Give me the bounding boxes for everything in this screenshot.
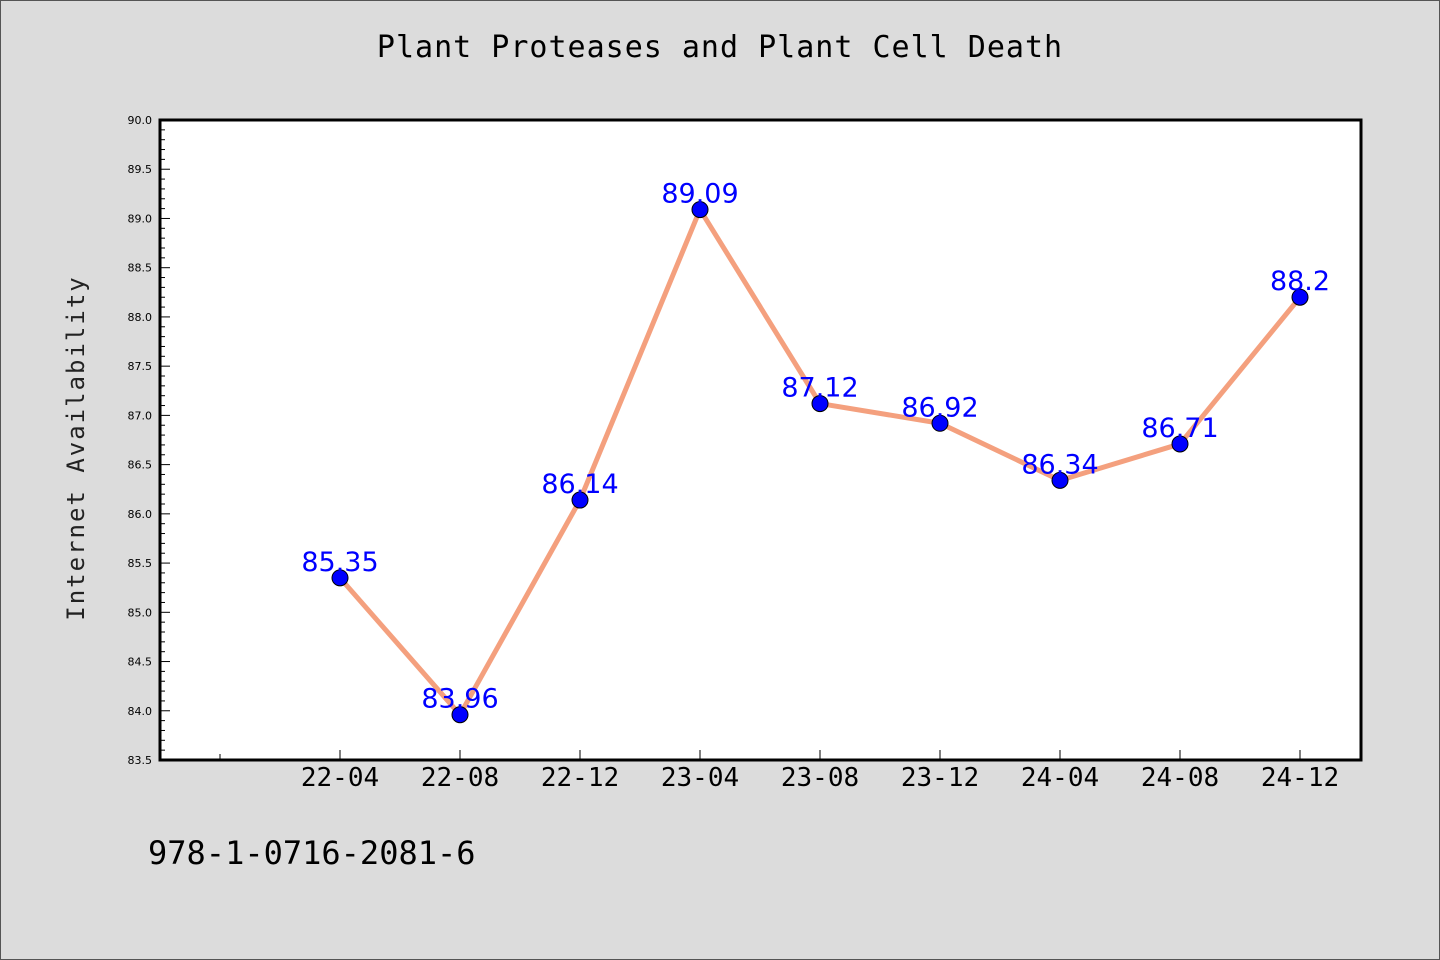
x-tick-label: 23-08 [781, 763, 859, 793]
data-point [1291, 288, 1309, 306]
chart-title: Plant Proteases and Plant Cell Death [376, 30, 1064, 65]
y-tick-label: 83.5 [128, 754, 153, 767]
x-tick-label: 22-12 [541, 763, 619, 793]
y-axis: 83.5 84.0 84.5 85.0 85.5 86.0 86.5 87.0 87.5 88.0… [128, 114, 170, 767]
y-tick-label: 86.5 [128, 459, 153, 472]
x-tick-label: 22-08 [421, 763, 499, 793]
y-tick-label: 85.5 [128, 557, 153, 570]
y-tick-label: 86.0 [128, 508, 153, 521]
data-label: 86.34 [1021, 449, 1098, 480]
data-labels: 85.35 83.96 86.14 89.09 87.12 86.92 86.34 86.71… [301, 179, 1330, 715]
data-point [571, 491, 589, 509]
x-tick-label: 23-12 [901, 763, 979, 793]
data-label: 86.92 [901, 392, 978, 423]
y-tick-label: 88.0 [128, 311, 153, 324]
y-tick-label: 84.0 [128, 705, 153, 718]
data-label: 88.2 [1270, 266, 1330, 297]
y-tick-label: 87.0 [128, 409, 153, 422]
y-tick-label: 87.5 [128, 360, 153, 373]
y-tick-label: 89.5 [128, 163, 153, 176]
data-point [451, 706, 469, 724]
x-tick-label: 24-04 [1021, 763, 1099, 793]
data-point [691, 201, 709, 219]
x-tick-label: 24-12 [1261, 763, 1339, 793]
data-point [1171, 435, 1189, 453]
isbn-text: 978-1-0716-2081-6 [148, 834, 476, 872]
data-label: 89.09 [661, 179, 738, 210]
y-tick-label: 85.0 [128, 606, 153, 619]
data-label: 83.96 [421, 684, 498, 715]
plot-border [158, 118, 1363, 762]
x-tick-label: 24-08 [1141, 763, 1219, 793]
data-points [331, 201, 1309, 724]
data-point [931, 414, 949, 432]
x-tick-label: 22-04 [301, 763, 379, 793]
y-tick-label: 84.5 [128, 656, 153, 669]
data-label: 86.71 [1141, 413, 1218, 444]
x-tick-label: 23-04 [661, 763, 739, 793]
data-point [331, 569, 349, 587]
data-label: 87.12 [781, 373, 858, 404]
data-label: 86.14 [541, 469, 618, 500]
plot-area [160, 120, 1361, 760]
data-point [1051, 471, 1069, 489]
data-point [811, 395, 829, 413]
y-tick-label: 89.0 [128, 212, 153, 225]
x-axis: 22-04 22-08 22-12 23-04 23-08 23-12 24-04 24-08… [219, 750, 1339, 793]
y-tick-label: 90.0 [128, 114, 153, 127]
y-tick-label: 88.5 [128, 262, 153, 275]
data-label: 85.35 [301, 547, 378, 578]
